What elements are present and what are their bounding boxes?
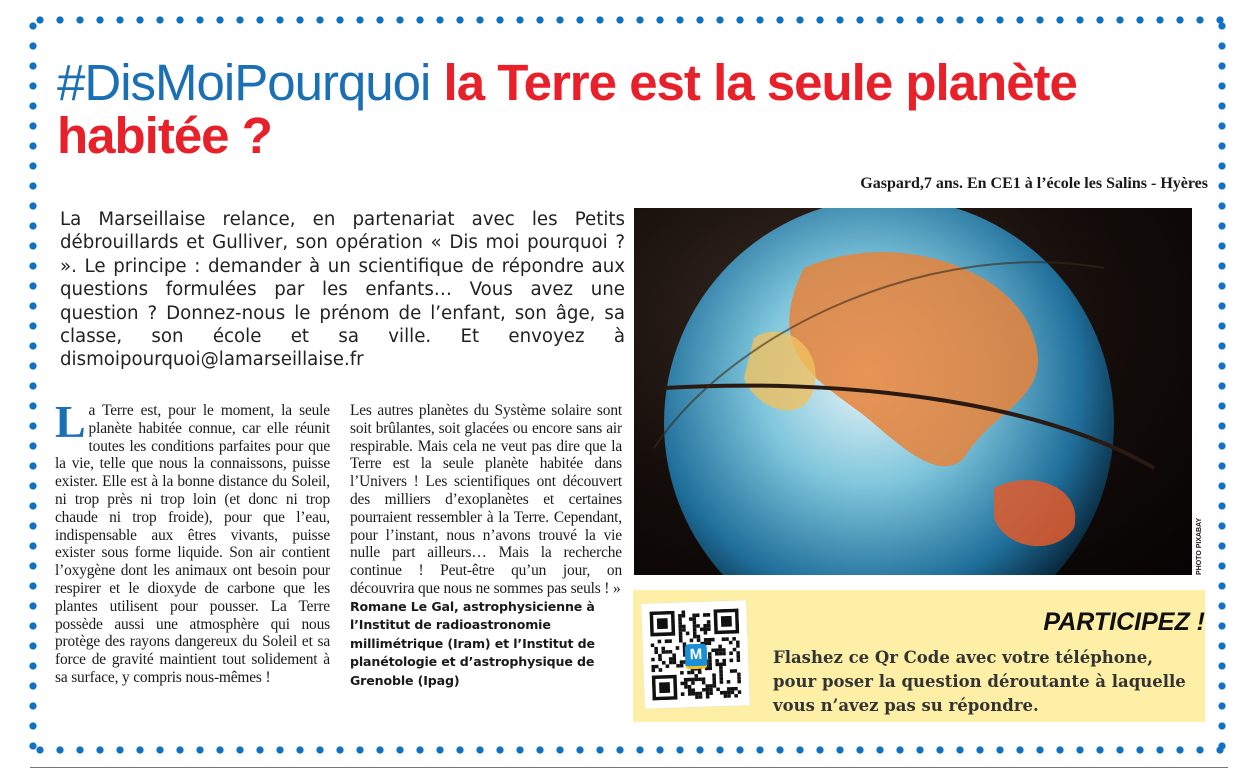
article-text-2: Les autres planètes du Système solaire s… [350,402,622,597]
headline: #DisMoiPourquoi la Terre est la seule pl… [57,56,1207,162]
intro-paragraph: La Marseillaise relance, en partenariat … [60,209,625,371]
headline-hashtag: #DisMoiPourquoi [57,54,431,111]
qr-logo-icon: M [684,643,708,670]
participate-box: M PARTICIPEZ ! Flashez ce Qr Code avec v… [633,590,1205,722]
dotted-border-bottom [30,746,1230,754]
article-column-2: Les autres planètes du Système solaire s… [350,402,622,690]
qr-code[interactable]: M [641,600,750,709]
globe-illustration [653,208,1156,575]
headline-question: la Terre est la seule planète habitée ? [57,54,1078,164]
article-text-1: a Terre est, pour le moment, la seule pl… [55,402,330,686]
dotted-border-right [1218,16,1226,756]
bottom-rule [30,767,1228,768]
participate-title: PARTICIPEZ ! [1043,608,1205,636]
participate-text: Flashez ce Qr Code avec votre téléphone,… [773,648,1186,715]
photo-caption: Gaspard,7 ans. En CE1 à l’école les Sali… [860,175,1208,192]
author-signature: Romane Le Gal, astrophysicienne à l’Inst… [350,598,595,688]
dotted-border-top [30,16,1230,24]
photo-credit: PHOTO PIXABAY [1196,517,1203,575]
dotted-border-left [29,16,37,756]
globe-photo [634,208,1192,575]
drop-cap: L [55,396,86,447]
